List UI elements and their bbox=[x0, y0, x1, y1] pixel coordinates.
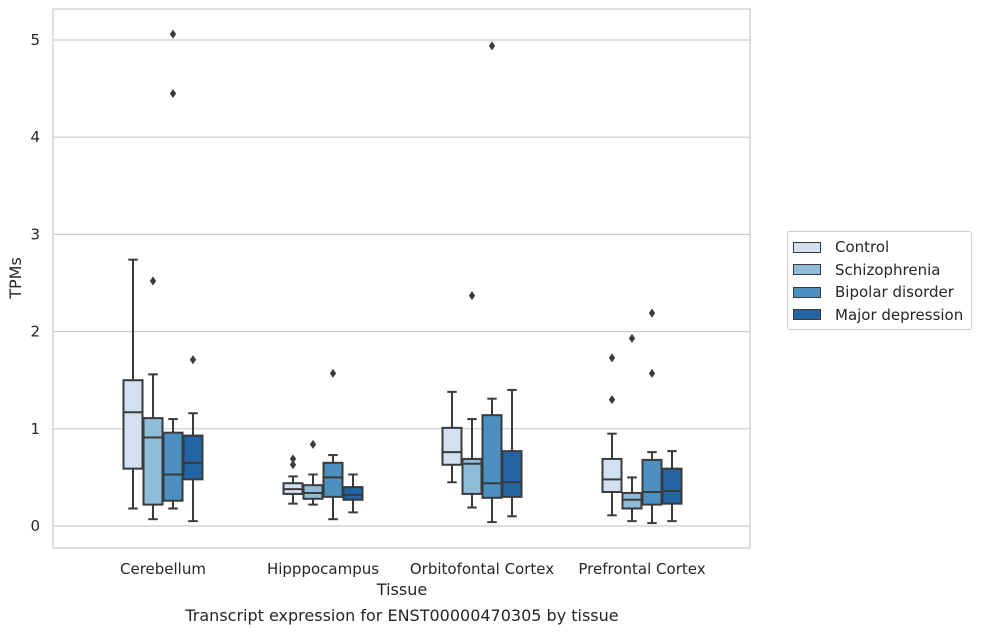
iqr-box bbox=[661, 467, 683, 505]
box-cerebellum bbox=[162, 29, 184, 510]
iqr-box bbox=[501, 450, 523, 498]
legend-swatch bbox=[793, 286, 821, 298]
box-orbitofontal-cortex bbox=[461, 291, 483, 509]
outlier-point bbox=[488, 41, 496, 51]
series-schizophrenia bbox=[142, 276, 643, 523]
box-prefrontal-cortex bbox=[621, 333, 643, 523]
box-cerebellum bbox=[182, 355, 204, 523]
box-prefrontal-cortex bbox=[601, 353, 623, 517]
box-orbitofontal-cortex bbox=[501, 388, 523, 518]
legend-swatch bbox=[793, 264, 821, 276]
iqr-box bbox=[481, 414, 503, 499]
box-prefrontal-cortex bbox=[661, 450, 683, 523]
legend-item: Bipolar disorder bbox=[788, 281, 971, 304]
iqr-box bbox=[162, 431, 184, 502]
plot-area-border bbox=[52, 8, 751, 549]
y-axis-title: TPMs bbox=[6, 257, 25, 300]
outlier-point bbox=[468, 291, 476, 301]
iqr-box bbox=[601, 457, 623, 493]
outlier-point bbox=[309, 439, 317, 449]
x-tick-label: Orbitofontal Cortex bbox=[410, 560, 554, 578]
box-cerebellum bbox=[142, 276, 164, 521]
iqr-box bbox=[322, 461, 344, 498]
y-tick-label: 2 bbox=[30, 323, 40, 341]
gridlines bbox=[53, 39, 750, 527]
legend-label: Control bbox=[835, 238, 890, 257]
y-tick-label: 4 bbox=[30, 128, 40, 146]
outlier-point bbox=[169, 29, 177, 39]
iqr-box bbox=[122, 379, 144, 470]
series-control bbox=[122, 258, 623, 517]
iqr-box bbox=[441, 426, 463, 466]
box-prefrontal-cortex bbox=[641, 308, 663, 525]
outlier-point bbox=[608, 395, 616, 405]
x-axis-title: Tissue bbox=[376, 580, 427, 599]
outlier-point bbox=[329, 368, 337, 378]
iqr-box bbox=[142, 417, 164, 506]
x-tick-labels: Cerebellum Hipppocampus Orbitofontal Corte… bbox=[120, 560, 706, 578]
legend-swatch bbox=[793, 309, 821, 321]
y-tick-label: 1 bbox=[30, 420, 40, 438]
y-tick-labels: 0 1 2 3 4 5 bbox=[30, 31, 40, 535]
legend-swatch bbox=[793, 241, 821, 253]
box-hipppocampus bbox=[282, 454, 304, 505]
x-tick-label: Cerebellum bbox=[120, 560, 206, 578]
legend-item: Control bbox=[788, 236, 971, 259]
box-cerebellum bbox=[122, 258, 144, 510]
outlier-point bbox=[628, 333, 636, 343]
series-major-depression bbox=[182, 355, 683, 523]
box-hipppocampus bbox=[302, 439, 324, 506]
legend-label: Major depression bbox=[835, 305, 964, 324]
outlier-point bbox=[149, 276, 157, 286]
y-tick-label: 0 bbox=[30, 517, 40, 535]
box-orbitofontal-cortex bbox=[481, 41, 503, 524]
outlier-point bbox=[169, 88, 177, 98]
outlier-point bbox=[289, 460, 297, 470]
legend-item: Schizophrenia bbox=[788, 259, 971, 282]
legend-label: Bipolar disorder bbox=[835, 283, 954, 302]
box-series bbox=[122, 29, 683, 525]
legend: Control Schizophrenia Bipolar disorder Majo… bbox=[787, 231, 972, 330]
series-bipolar-disorder bbox=[162, 29, 663, 525]
y-tick-label: 5 bbox=[30, 31, 40, 49]
outlier-point bbox=[648, 308, 656, 318]
box-hipppocampus bbox=[322, 368, 344, 521]
iqr-box bbox=[182, 434, 204, 481]
box-hipppocampus bbox=[342, 473, 364, 514]
x-tick-label: Prefrontal Cortex bbox=[578, 560, 705, 578]
box-orbitofontal-cortex bbox=[441, 390, 463, 484]
iqr-box bbox=[342, 486, 364, 501]
chart-caption: Transcript expression for ENST0000047030… bbox=[184, 606, 618, 625]
x-tick-label: Hipppocampus bbox=[267, 560, 379, 578]
outlier-point bbox=[189, 355, 197, 365]
outlier-point bbox=[289, 454, 297, 464]
outlier-point bbox=[648, 368, 656, 378]
legend-label: Schizophrenia bbox=[835, 260, 941, 279]
outlier-point bbox=[608, 353, 616, 363]
y-tick-label: 3 bbox=[30, 225, 40, 243]
iqr-box bbox=[641, 458, 663, 506]
legend-item: Major depression bbox=[788, 304, 971, 327]
